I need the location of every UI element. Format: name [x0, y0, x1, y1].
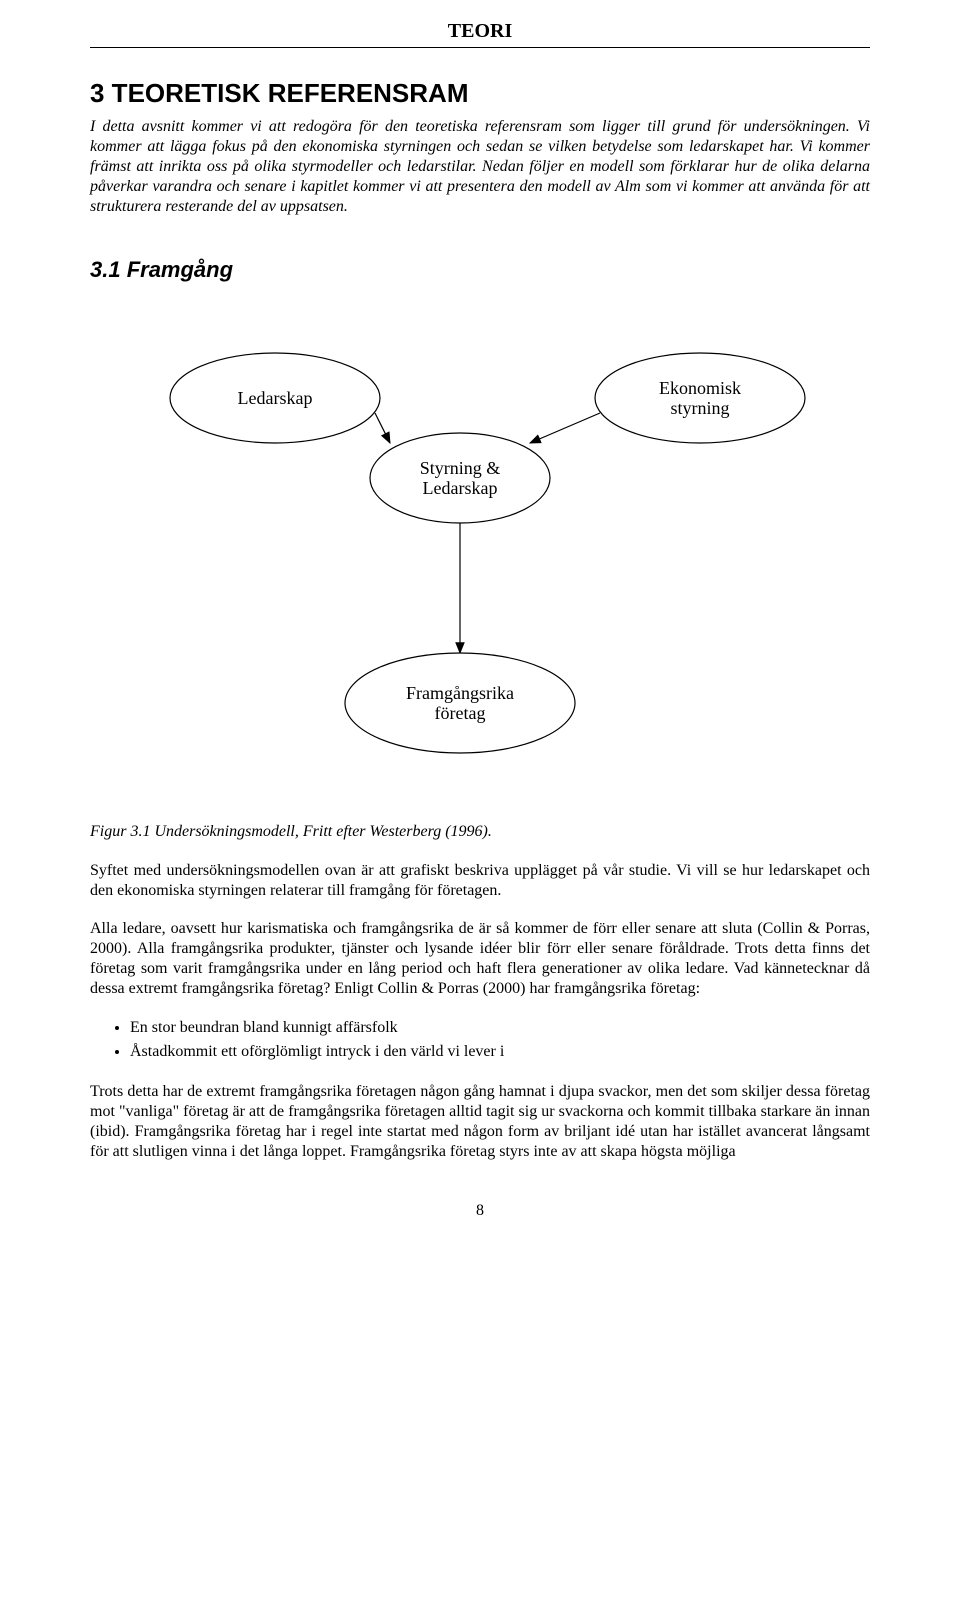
bullet-item: En stor beundran bland kunnigt affärsfol…	[130, 1017, 870, 1039]
section-header: TEORI	[90, 20, 870, 43]
bullet-item: Åstadkommit ett oförglömligt intryck i d…	[130, 1041, 870, 1063]
diagram-node-label: Ledarskap	[238, 388, 313, 408]
diagram-node-label: Framgångsrika	[406, 683, 514, 703]
intro-paragraph: I detta avsnitt kommer vi att redogöra f…	[90, 117, 870, 217]
diagram-edge	[375, 413, 390, 443]
diagram-node-label: Ledarskap	[423, 478, 498, 498]
figure-caption: Figur 3.1 Undersökningsmodell, Fritt eft…	[90, 823, 870, 841]
diagram-node-label: styrning	[670, 398, 729, 418]
body-paragraph-3: Trots detta har de extremt framgångsrika…	[90, 1082, 870, 1162]
body-paragraph-2: Alla ledare, oavsett hur karismatiska oc…	[90, 919, 870, 999]
page-number: 8	[90, 1202, 870, 1220]
diagram-node-label: Ekonomisk	[659, 378, 741, 398]
chapter-heading: 3 TEORETISK REFERENSRAM	[90, 78, 870, 109]
diagram-node-label: företag	[435, 703, 486, 723]
diagram-node-label: Styrning &	[420, 458, 501, 478]
research-model-diagram: LedarskapEkonomiskstyrningStyrning &Leda…	[130, 343, 830, 773]
section-subheading: 3.1 Framgång	[90, 257, 870, 283]
header-rule	[90, 47, 870, 48]
bullet-list: En stor beundran bland kunnigt affärsfol…	[130, 1017, 870, 1064]
body-paragraph-1: Syftet med undersökningsmodellen ovan är…	[90, 861, 870, 901]
diagram-edge	[530, 413, 600, 443]
